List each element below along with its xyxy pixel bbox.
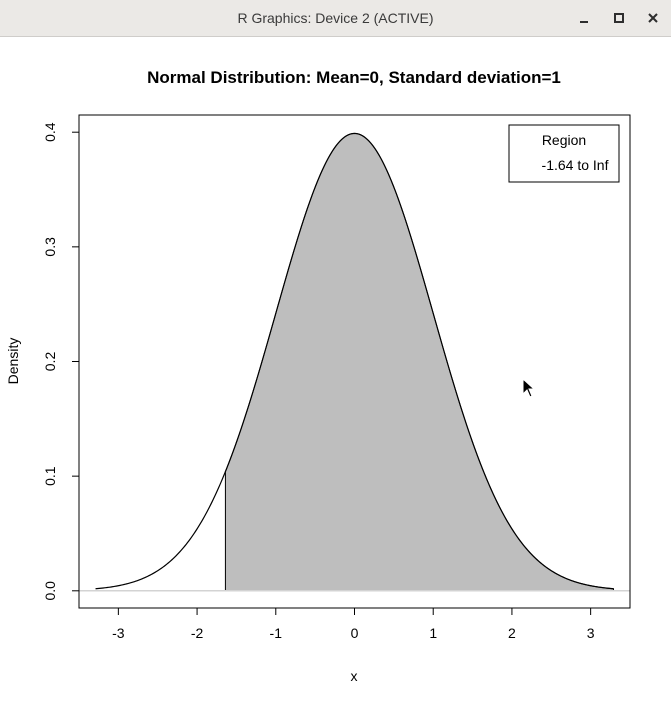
chart-title: Normal Distribution: Mean=0, Standard de… bbox=[147, 68, 561, 87]
shaded-area bbox=[224, 132, 614, 592]
shaded-region-layer bbox=[224, 132, 614, 592]
x-tick-label: 0 bbox=[351, 625, 359, 641]
y-axis-label: Density bbox=[5, 338, 21, 385]
density-curve bbox=[95, 132, 614, 590]
legend-title: Region bbox=[542, 132, 586, 148]
legend-entry: -1.64 to Inf bbox=[542, 157, 609, 173]
x-tick-label: 3 bbox=[587, 625, 595, 641]
mouse-pointer-icon bbox=[522, 378, 536, 398]
x-tick-label: -1 bbox=[270, 625, 283, 641]
y-tick-label: 0.1 bbox=[42, 466, 58, 486]
title-bar[interactable]: R Graphics: Device 2 (ACTIVE) bbox=[0, 0, 671, 37]
normal-distribution-chart: Normal Distribution: Mean=0, Standard de… bbox=[5, 68, 631, 684]
legend: Region -1.64 to Inf bbox=[508, 124, 620, 183]
x-tick-label: -3 bbox=[112, 625, 125, 641]
window-title: R Graphics: Device 2 (ACTIVE) bbox=[237, 10, 434, 26]
y-tick-label: 0.3 bbox=[42, 237, 58, 257]
x-tick-label: -2 bbox=[191, 625, 204, 641]
close-icon bbox=[648, 13, 658, 23]
minimize-button[interactable] bbox=[574, 8, 594, 28]
plot-area: Normal Distribution: Mean=0, Standard de… bbox=[0, 37, 671, 707]
y-tick-label: 0.0 bbox=[42, 581, 58, 601]
x-axis-label: x bbox=[351, 668, 358, 684]
maximize-icon bbox=[614, 13, 624, 23]
density-curve-layer bbox=[95, 132, 614, 590]
y-tick-label: 0.2 bbox=[42, 352, 58, 372]
legend-box bbox=[508, 124, 620, 183]
y-tick-label: 0.4 bbox=[42, 122, 58, 142]
y-axis: 0.0 0.1 0.2 0.3 0.4 bbox=[42, 122, 80, 601]
close-button[interactable] bbox=[643, 8, 663, 28]
maximize-button[interactable] bbox=[609, 8, 629, 28]
x-tick-label: 1 bbox=[429, 625, 437, 641]
minimize-icon bbox=[580, 21, 588, 23]
x-tick-label: 2 bbox=[508, 625, 516, 641]
x-axis: -3 -2 -1 0 1 2 3 bbox=[112, 607, 595, 641]
